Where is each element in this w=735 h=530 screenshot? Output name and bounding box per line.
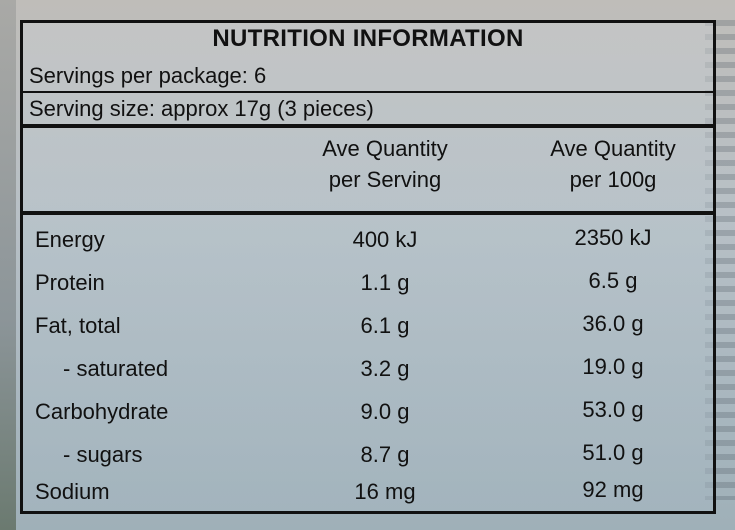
nutrient-row-energy: Energy 400 kJ 2350 kJ <box>23 219 713 262</box>
column-header-line: per 100g <box>569 167 657 192</box>
value-per-serving: 9.0 g <box>360 399 410 424</box>
background-edge <box>0 0 16 530</box>
value-per-serving: 400 kJ <box>352 227 418 252</box>
nutrient-row-fat-total: Fat, total 6.1 g 36.0 g <box>23 305 713 348</box>
value-per-serving: 3.2 g <box>360 356 410 381</box>
nutrient-row-carbohydrate: Carbohydrate 9.0 g 53.0 g <box>23 391 713 434</box>
divider <box>23 124 713 128</box>
value-per-100g: 92 mg <box>582 477 644 502</box>
nutrient-row-sodium: Sodium 16 mg 92 mg <box>23 471 713 514</box>
value-per-100g: 2350 kJ <box>574 225 652 250</box>
nutrient-name: - saturated <box>63 356 169 381</box>
value-per-100g: 6.5 g <box>588 268 638 293</box>
column-header-line: Ave Quantity <box>550 136 676 161</box>
nutrient-row-saturated: - saturated 3.2 g 19.0 g <box>23 348 713 391</box>
nutrient-row-sugars: - sugars 8.7 g 51.0 g <box>23 434 713 477</box>
value-per-serving: 8.7 g <box>360 442 410 467</box>
nutrient-name: Sodium <box>35 479 110 504</box>
value-per-100g: 36.0 g <box>582 311 644 336</box>
column-header-per-100g: Ave Quantity per 100g <box>513 133 713 195</box>
panel-title: NUTRITION INFORMATION <box>212 25 524 52</box>
column-header-per-serving: Ave Quantity per Serving <box>285 133 485 195</box>
servings-per-package: Servings per package: 6 <box>29 63 267 88</box>
nutrient-name: Carbohydrate <box>35 399 169 424</box>
column-header-line: per Serving <box>328 167 442 192</box>
nutrient-name: Energy <box>35 227 105 252</box>
value-per-serving: 16 mg <box>354 479 416 504</box>
nutrient-row-protein: Protein 1.1 g 6.5 g <box>23 262 713 305</box>
value-per-100g: 51.0 g <box>582 440 644 465</box>
value-per-100g: 53.0 g <box>582 397 644 422</box>
divider <box>23 91 713 93</box>
serving-size: Serving size: approx 17g (3 pieces) <box>29 96 374 121</box>
nutrient-name: Fat, total <box>35 313 121 338</box>
column-header-line: Ave Quantity <box>322 136 448 161</box>
value-per-serving: 6.1 g <box>360 313 410 338</box>
value-per-serving: 1.1 g <box>360 270 410 295</box>
nutrient-name: - sugars <box>63 442 143 467</box>
nutrient-name: Protein <box>35 270 105 295</box>
divider <box>23 211 713 215</box>
nutrition-panel: NUTRITION INFORMATION Servings per packa… <box>20 20 716 514</box>
value-per-100g: 19.0 g <box>582 354 644 379</box>
